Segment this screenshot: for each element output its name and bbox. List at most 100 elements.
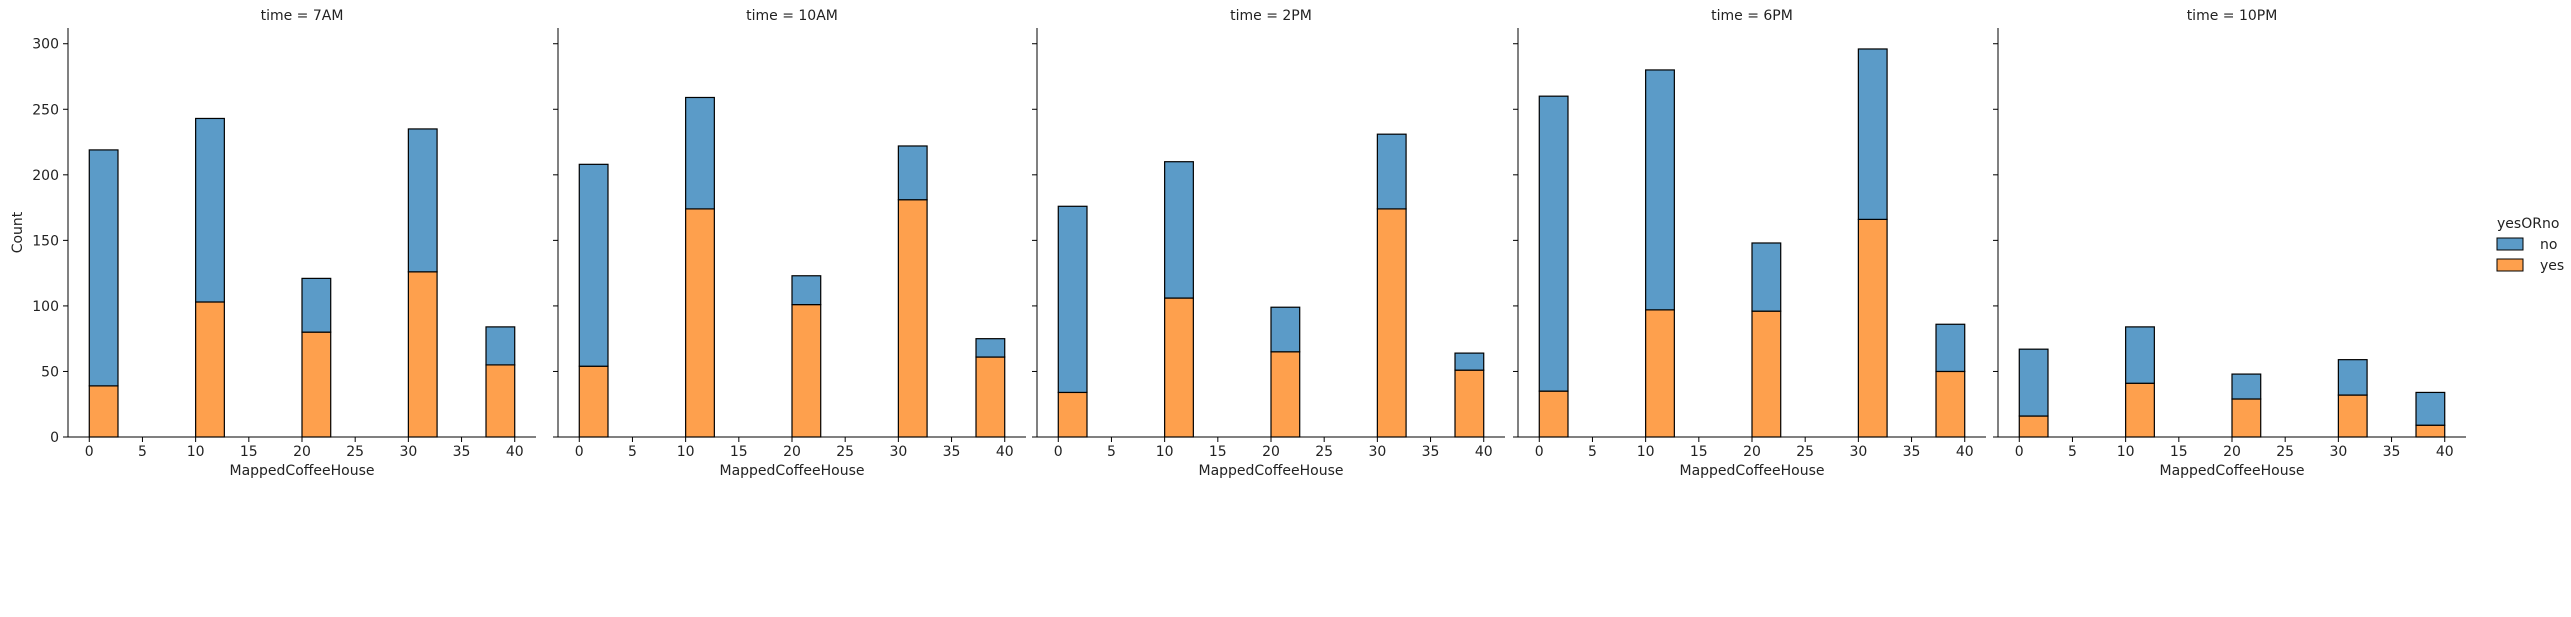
bar-yes bbox=[2018, 415, 2049, 438]
x-tick-label: 20 bbox=[293, 444, 311, 460]
bar-no bbox=[88, 149, 119, 387]
x-axis-label: MappedCoffeeHouse bbox=[2159, 463, 2304, 479]
bar-yes bbox=[88, 385, 119, 438]
bar-no bbox=[407, 128, 438, 273]
x-tick-label: 35 bbox=[453, 444, 471, 460]
bar-yes bbox=[578, 365, 609, 438]
y-axis-label: Count bbox=[10, 211, 26, 253]
bar-no bbox=[195, 117, 225, 303]
x-tick-label: 10 bbox=[1156, 444, 1174, 460]
bar-yes bbox=[2125, 382, 2155, 438]
bar-yes bbox=[1935, 370, 1966, 438]
x-tick-label: 35 bbox=[2383, 444, 2401, 460]
bar-no bbox=[1645, 69, 1675, 311]
y-tick-label: 50 bbox=[41, 364, 59, 380]
x-tick-label: 40 bbox=[996, 444, 1014, 460]
x-tick-label: 15 bbox=[1690, 444, 1708, 460]
x-tick-label: 5 bbox=[138, 444, 147, 460]
bar-no bbox=[791, 275, 822, 306]
x-tick-label: 5 bbox=[1588, 444, 1597, 460]
bar-yes bbox=[1645, 309, 1675, 438]
panel-5: time = 10PM 0 5 10 15 20 25 30 35 40 MappedCoffeeH… bbox=[1993, 8, 2466, 479]
bar-yes bbox=[1164, 297, 1194, 438]
bar-yes bbox=[485, 364, 516, 438]
x-tick-label: 10 bbox=[1637, 444, 1655, 460]
bar-yes bbox=[685, 208, 715, 438]
bar-no bbox=[1164, 161, 1194, 299]
bar-no bbox=[2337, 359, 2368, 396]
x-tick-label: 30 bbox=[1849, 444, 1867, 460]
bar-no bbox=[2231, 373, 2262, 400]
bar-yes bbox=[1376, 208, 1407, 438]
x-tick-label: 20 bbox=[1743, 444, 1761, 460]
bar-yes bbox=[791, 303, 822, 438]
x-tick-label: 20 bbox=[783, 444, 801, 460]
x-tick-label: 30 bbox=[1368, 444, 1386, 460]
x-tick-label: 20 bbox=[2223, 444, 2241, 460]
bar-no bbox=[1857, 48, 1888, 220]
x-tick-label: 30 bbox=[889, 444, 907, 460]
panel-title: time = 6PM bbox=[1711, 8, 1793, 24]
x-tick-label: 20 bbox=[1262, 444, 1280, 460]
x-tick-label: 25 bbox=[836, 444, 854, 460]
x-tick-label: 0 bbox=[85, 444, 94, 460]
bar-yes bbox=[1057, 391, 1088, 438]
bar-no bbox=[301, 277, 332, 333]
panel-title: time = 10PM bbox=[2187, 8, 2278, 24]
x-tick-label: 10 bbox=[187, 444, 205, 460]
x-tick-label: 25 bbox=[346, 444, 364, 460]
y-tick-label: 200 bbox=[32, 168, 59, 184]
y-tick-label: 150 bbox=[32, 233, 59, 249]
bar-yes bbox=[301, 331, 332, 438]
bar-yes bbox=[2415, 424, 2446, 438]
y-tick-label: 0 bbox=[50, 430, 59, 446]
x-tick-label: 5 bbox=[628, 444, 637, 460]
x-tick-label: 15 bbox=[730, 444, 748, 460]
panel-4: time = 6PM 0 5 10 15 20 25 30 35 40 MappedCoffeeHo… bbox=[1513, 8, 1986, 479]
x-axis-label: MappedCoffeeHouse bbox=[1198, 463, 1343, 479]
panel-1: time = 7AM 0 5 10 15 20 25 30 35 40 0 50 100 150 200 25… bbox=[10, 8, 536, 479]
bar-no bbox=[1057, 205, 1088, 394]
x-tick-label: 0 bbox=[1054, 444, 1063, 460]
bar-no bbox=[578, 163, 609, 367]
x-tick-label: 10 bbox=[2117, 444, 2135, 460]
x-tick-label: 15 bbox=[2170, 444, 2188, 460]
x-tick-label: 30 bbox=[399, 444, 417, 460]
legend-title: yesORno bbox=[2497, 216, 2559, 232]
x-tick-label: 30 bbox=[2329, 444, 2347, 460]
x-tick-label: 25 bbox=[2276, 444, 2294, 460]
bar-no bbox=[1376, 133, 1407, 210]
bar-no bbox=[975, 338, 1006, 358]
bar-yes bbox=[195, 301, 225, 438]
x-tick-label: 25 bbox=[1796, 444, 1814, 460]
y-tick-label: 250 bbox=[32, 102, 59, 118]
legend-label-no: no bbox=[2540, 237, 2557, 253]
panel-2: time = 10AM 0 5 10 15 20 25 30 35 40 MappedCoffeeH… bbox=[553, 8, 1026, 479]
x-tick-label: 40 bbox=[1475, 444, 1493, 460]
x-axis-label: MappedCoffeeHouse bbox=[719, 463, 864, 479]
bar-yes bbox=[2231, 398, 2262, 438]
bar-yes bbox=[1751, 310, 1782, 438]
bar-no bbox=[897, 145, 928, 201]
bar-yes bbox=[1538, 390, 1569, 438]
panel-title: time = 10AM bbox=[746, 8, 838, 24]
x-tick-label: 35 bbox=[943, 444, 961, 460]
x-tick-label: 40 bbox=[2436, 444, 2454, 460]
x-tick-label: 0 bbox=[1535, 444, 1544, 460]
bar-no bbox=[2018, 348, 2049, 417]
bar-yes bbox=[897, 199, 928, 438]
bar-yes bbox=[407, 271, 438, 438]
bar-yes bbox=[1270, 351, 1301, 438]
bar-no bbox=[1935, 323, 1966, 373]
x-tick-label: 35 bbox=[1422, 444, 1440, 460]
bar-yes bbox=[2337, 394, 2368, 438]
panel-title: time = 2PM bbox=[1230, 8, 1312, 24]
x-tick-label: 5 bbox=[2068, 444, 2077, 460]
bar-yes bbox=[1857, 218, 1888, 438]
bar-no bbox=[1538, 95, 1569, 392]
y-tick-label: 300 bbox=[32, 37, 59, 53]
bar-no bbox=[2415, 391, 2446, 426]
bar-no bbox=[2125, 326, 2155, 384]
